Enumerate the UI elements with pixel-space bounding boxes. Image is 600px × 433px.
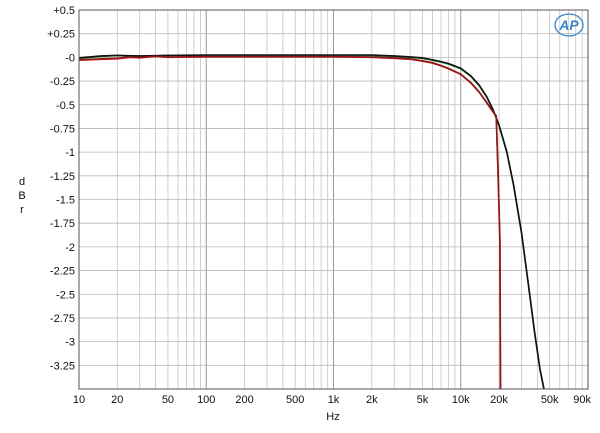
y-tick-label: -2.5 [56,289,75,301]
x-tick-label: 20 [111,394,123,406]
x-tick-label: 10k [452,394,470,406]
grid [79,9,588,389]
ap-logo-ring [554,13,584,37]
y-tick-label: -2.75 [50,313,75,325]
ap-logo: AP [554,13,584,37]
x-tick-label: 50k [541,394,559,406]
x-tick-labels: 10 20 50 100 200 500 1k 2k 5k 10k 20k 50k 90k [73,394,592,406]
x-tick-label: 90k [573,394,591,406]
ap-logo-text: AP [558,17,579,33]
x-tick-label: 500 [286,394,304,406]
y-tick-label: -1.25 [50,171,75,183]
y-tick-label: -0.5 [56,100,75,112]
y-tick-label: -3 [65,337,75,349]
y-tick-label: +0.25 [47,29,75,41]
series-line-1 [79,54,545,389]
y-tick-label: -1 [65,147,75,159]
series-line-4 [79,55,502,389]
y-tick-labels: +0.5 +0.25 -0 -0.25 -0.5 -0.75 -1 -1.25 -1.5 -1.7… [47,5,75,372]
x-tick-label: 5k [417,394,429,406]
y-tick-label: -2.25 [50,266,75,278]
y-axis-title-letter: r [20,204,24,216]
x-tick-label: 100 [197,394,215,406]
x-tick-label: 10 [73,394,85,406]
x-tick-label: 2k [366,394,378,406]
y-axis-title-letter: B [18,190,25,202]
y-tick-label: -0.25 [50,76,75,88]
x-tick-label: 200 [235,394,253,406]
y-tick-label: -0.75 [50,123,75,135]
y-axis-title-letter: d [19,176,25,188]
series-line-3 [79,55,502,389]
plot-frame [78,9,589,390]
x-axis-title: Hz [326,411,339,423]
y-tick-label: -0 [65,52,75,64]
x-tick-label: 1k [328,394,340,406]
y-tick-label: -2 [65,242,75,254]
x-tick-label: 20k [490,394,508,406]
y-tick-label: -1.5 [56,195,75,207]
y-tick-label: +0.5 [53,5,75,17]
series-layer [79,54,545,389]
y-tick-label: -1.75 [50,218,75,230]
series-line-2 [79,54,545,389]
x-tick-label: 50 [162,394,174,406]
y-tick-label: -3.25 [50,360,75,372]
